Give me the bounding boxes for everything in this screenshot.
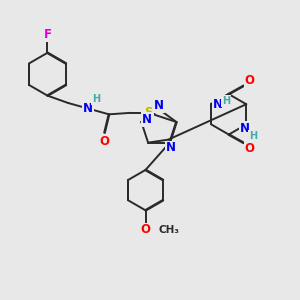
- Text: N: N: [240, 122, 250, 135]
- Text: H: H: [92, 94, 100, 104]
- Text: N: N: [154, 99, 164, 112]
- Text: F: F: [44, 28, 52, 41]
- Text: N: N: [82, 102, 93, 115]
- Text: O: O: [244, 142, 255, 155]
- Text: H: H: [249, 131, 257, 141]
- Text: S: S: [145, 106, 153, 119]
- Text: CH₃: CH₃: [159, 225, 180, 235]
- Text: O: O: [140, 224, 151, 236]
- Text: H: H: [222, 96, 230, 106]
- Text: N: N: [142, 113, 152, 126]
- Text: O: O: [244, 74, 255, 87]
- Text: N: N: [166, 142, 176, 154]
- Text: O: O: [100, 135, 110, 148]
- Text: N: N: [213, 98, 223, 111]
